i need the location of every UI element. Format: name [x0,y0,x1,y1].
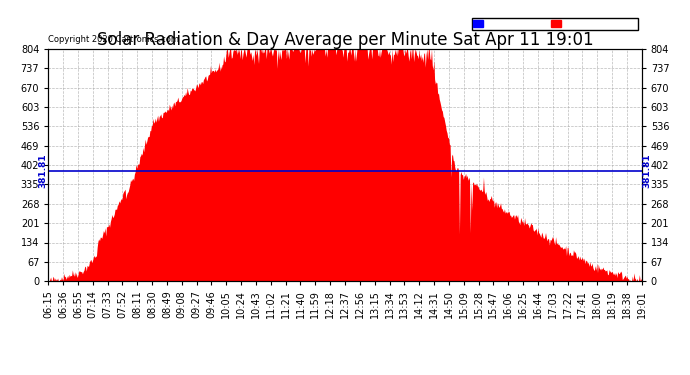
Title: Solar Radiation & Day Average per Minute Sat Apr 11 19:01: Solar Radiation & Day Average per Minute… [97,31,593,49]
Legend: Median (w/m2), Radiation (w/m2): Median (w/m2), Radiation (w/m2) [471,18,638,30]
Text: 381.81: 381.81 [39,153,48,188]
Text: Copyright 2020 Cartronics.com: Copyright 2020 Cartronics.com [48,35,179,44]
Text: 381.81: 381.81 [642,153,651,188]
